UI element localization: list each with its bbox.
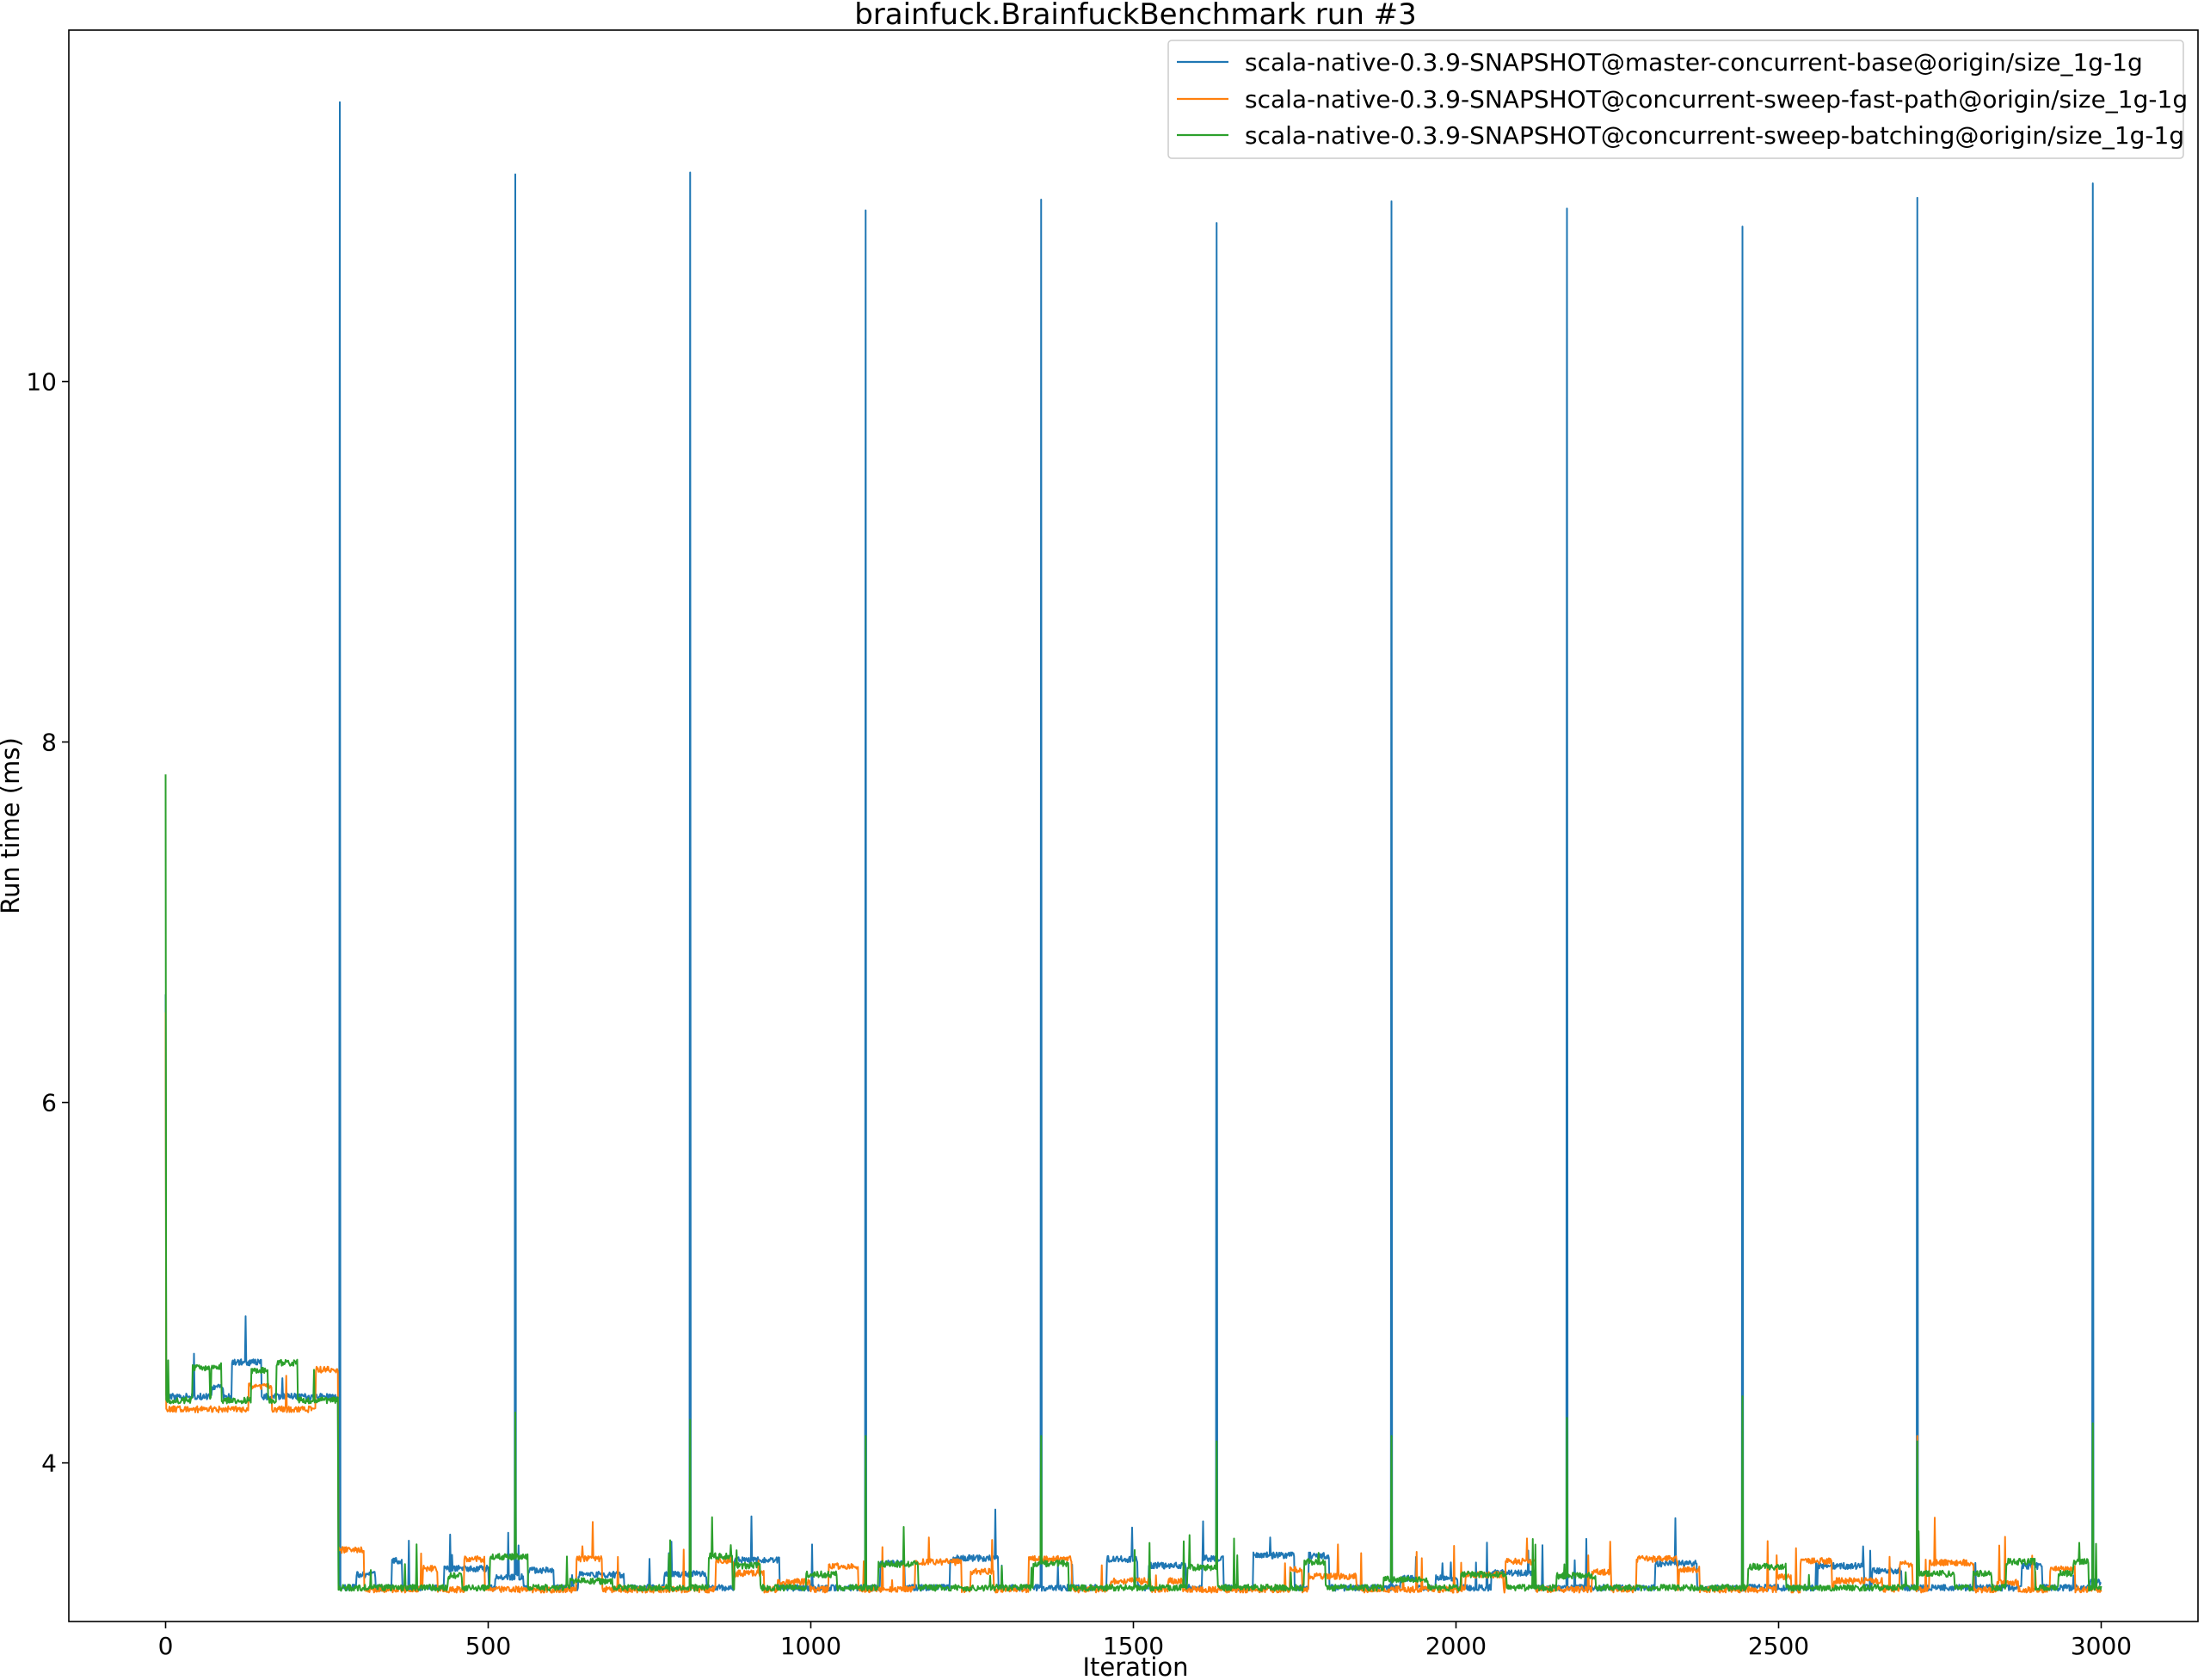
x-tick-label: 2000 [1425,1632,1487,1660]
x-tick-label: 2500 [1748,1632,1809,1660]
legend-label-2: scala-native-0.3.9-SNAPSHOT@concurrent-s… [1245,85,2188,114]
chart-title: brainfuck.BrainfuckBenchmark run #3 [854,0,1417,32]
y-tick-label: 10 [26,368,57,397]
series-line-3 [164,774,2102,1592]
x-tick-label: 0 [158,1632,174,1660]
x-tick-label: 1500 [1103,1632,1164,1660]
y-tick-label: 8 [41,729,57,757]
legend-label-1: scala-native-0.3.9-SNAPSHOT@master-concu… [1245,48,2143,77]
x-tick-label: 1000 [780,1632,841,1660]
x-tick-label: 500 [465,1632,511,1660]
y-axis-label: Run time (ms) [0,737,25,914]
ticks-layer: 0 500 1000 1500 2000 2500 3000 4 6 8 10 [26,368,2132,1660]
y-tick-label: 6 [41,1089,57,1117]
plot-area: 0 500 1000 1500 2000 2500 3000 4 6 8 10 [26,29,2199,1660]
x-tick-label: 3000 [2071,1632,2132,1660]
legend-box [1167,40,2184,159]
series-layer [164,101,2102,1594]
x-axis-label: Iteration [1082,1652,1188,1680]
y-tick-label: 4 [41,1449,57,1478]
legend-label-3: scala-native-0.3.9-SNAPSHOT@concurrent-s… [1245,121,2184,150]
legend: scala-native-0.3.9-SNAPSHOT@master-concu… [1167,40,2188,159]
series-line-1 [164,101,2102,1592]
